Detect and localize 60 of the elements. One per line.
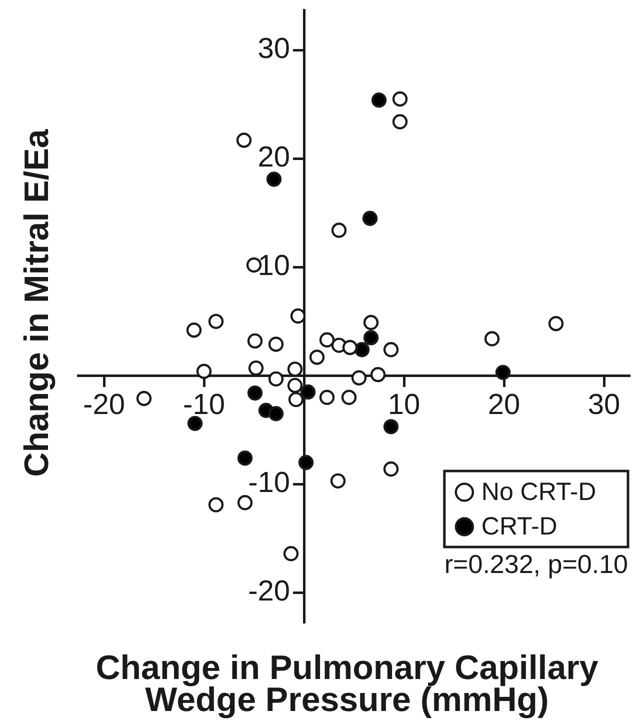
point [300,384,316,400]
point [548,316,564,332]
y-tick-label: -20 [248,576,290,608]
point [237,495,253,510]
point [247,333,263,349]
point [266,172,282,187]
x-tick-label: -20 [83,389,125,422]
point [354,342,370,358]
point [288,392,304,408]
point [330,473,346,489]
x-tick-label: 30 [588,389,620,422]
x-tick-label: 10 [388,389,420,422]
point [186,322,202,338]
point [298,454,314,470]
point [371,92,387,108]
y-tick-label: -10 [248,467,290,500]
y-tick-label: 20 [258,142,290,174]
point [136,390,152,406]
point [287,362,303,377]
point [319,332,335,348]
point [287,378,303,394]
legend-label: CRT-D [481,512,558,541]
y-tick-label: 10 [258,250,290,282]
point [196,364,212,379]
point [341,390,357,405]
point [392,114,408,130]
point [208,497,224,512]
point [237,450,253,466]
point [268,371,284,387]
point [247,385,263,401]
point [362,210,378,226]
point [392,91,408,107]
x-axis-title: Change in Pulmonary Capillary Wedge Pressure (mmHg) [94,649,600,719]
point [319,390,335,405]
point [236,132,252,148]
point [363,314,379,330]
point [383,342,399,358]
point [268,336,284,352]
y-axis-title: Change in Mitral E/Ea [18,129,56,477]
x-tick-label: 20 [488,389,520,422]
point [248,360,264,376]
point [283,546,299,562]
annotation: r=0.232, p=0.10 [444,549,628,580]
point [309,350,325,365]
y-tick-label: 30 [258,33,290,66]
x-tick-label: -10 [183,389,225,422]
point [495,364,511,380]
point [342,340,358,356]
point [187,416,203,432]
point [331,222,347,238]
point [268,406,284,422]
point [383,419,399,434]
legend-label: No CRT-D [481,478,596,506]
point [484,331,500,346]
point [208,314,224,330]
point [351,370,367,386]
point [383,461,399,477]
point [363,330,379,346]
point [370,366,386,382]
point [290,308,306,324]
